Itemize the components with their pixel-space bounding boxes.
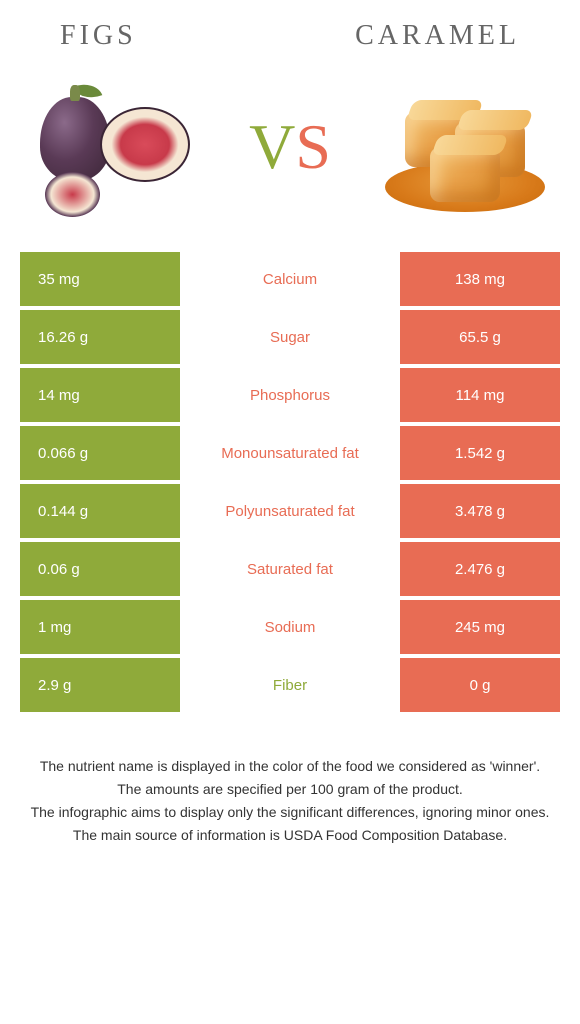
right-value: 2.476 g (400, 542, 560, 596)
header: Figs Caramel (0, 0, 580, 62)
right-value: 0 g (400, 658, 560, 712)
right-value: 3.478 g (400, 484, 560, 538)
comparison-table: 35 mgCalcium138 mg16.26 gSugar65.5 g14 m… (20, 252, 560, 712)
right-title: Caramel (355, 20, 520, 52)
left-value: 35 mg (20, 252, 180, 306)
footer-line: The infographic aims to display only the… (20, 802, 560, 823)
right-value: 1.542 g (400, 426, 560, 480)
nutrient-label: Phosphorus (180, 368, 400, 422)
table-row: 2.9 gFiber0 g (20, 658, 560, 712)
table-row: 1 mgSodium245 mg (20, 600, 560, 654)
left-value: 0.144 g (20, 484, 180, 538)
footer-notes: The nutrient name is displayed in the co… (0, 716, 580, 868)
right-value: 114 mg (400, 368, 560, 422)
table-row: 16.26 gSugar65.5 g (20, 310, 560, 364)
left-value: 16.26 g (20, 310, 180, 364)
vs-v: V (249, 111, 295, 182)
nutrient-label: Monounsaturated fat (180, 426, 400, 480)
left-value: 0.066 g (20, 426, 180, 480)
figs-image (30, 72, 200, 222)
table-row: 0.06 gSaturated fat2.476 g (20, 542, 560, 596)
left-value: 1 mg (20, 600, 180, 654)
right-value: 138 mg (400, 252, 560, 306)
footer-line: The amounts are specified per 100 gram o… (20, 779, 560, 800)
vs-s: S (295, 111, 331, 182)
nutrient-label: Saturated fat (180, 542, 400, 596)
left-title: Figs (60, 20, 137, 52)
right-value: 65.5 g (400, 310, 560, 364)
nutrient-label: Sodium (180, 600, 400, 654)
table-row: 0.066 gMonounsaturated fat1.542 g (20, 426, 560, 480)
left-value: 0.06 g (20, 542, 180, 596)
vs-label: VS (249, 110, 331, 184)
table-row: 0.144 gPolyunsaturated fat3.478 g (20, 484, 560, 538)
nutrient-label: Sugar (180, 310, 400, 364)
caramel-image (380, 72, 550, 222)
image-row: VS (0, 62, 580, 252)
table-row: 35 mgCalcium138 mg (20, 252, 560, 306)
right-value: 245 mg (400, 600, 560, 654)
left-value: 14 mg (20, 368, 180, 422)
left-value: 2.9 g (20, 658, 180, 712)
table-row: 14 mgPhosphorus114 mg (20, 368, 560, 422)
nutrient-label: Calcium (180, 252, 400, 306)
nutrient-label: Fiber (180, 658, 400, 712)
nutrient-label: Polyunsaturated fat (180, 484, 400, 538)
footer-line: The nutrient name is displayed in the co… (20, 756, 560, 777)
footer-line: The main source of information is USDA F… (20, 825, 560, 846)
